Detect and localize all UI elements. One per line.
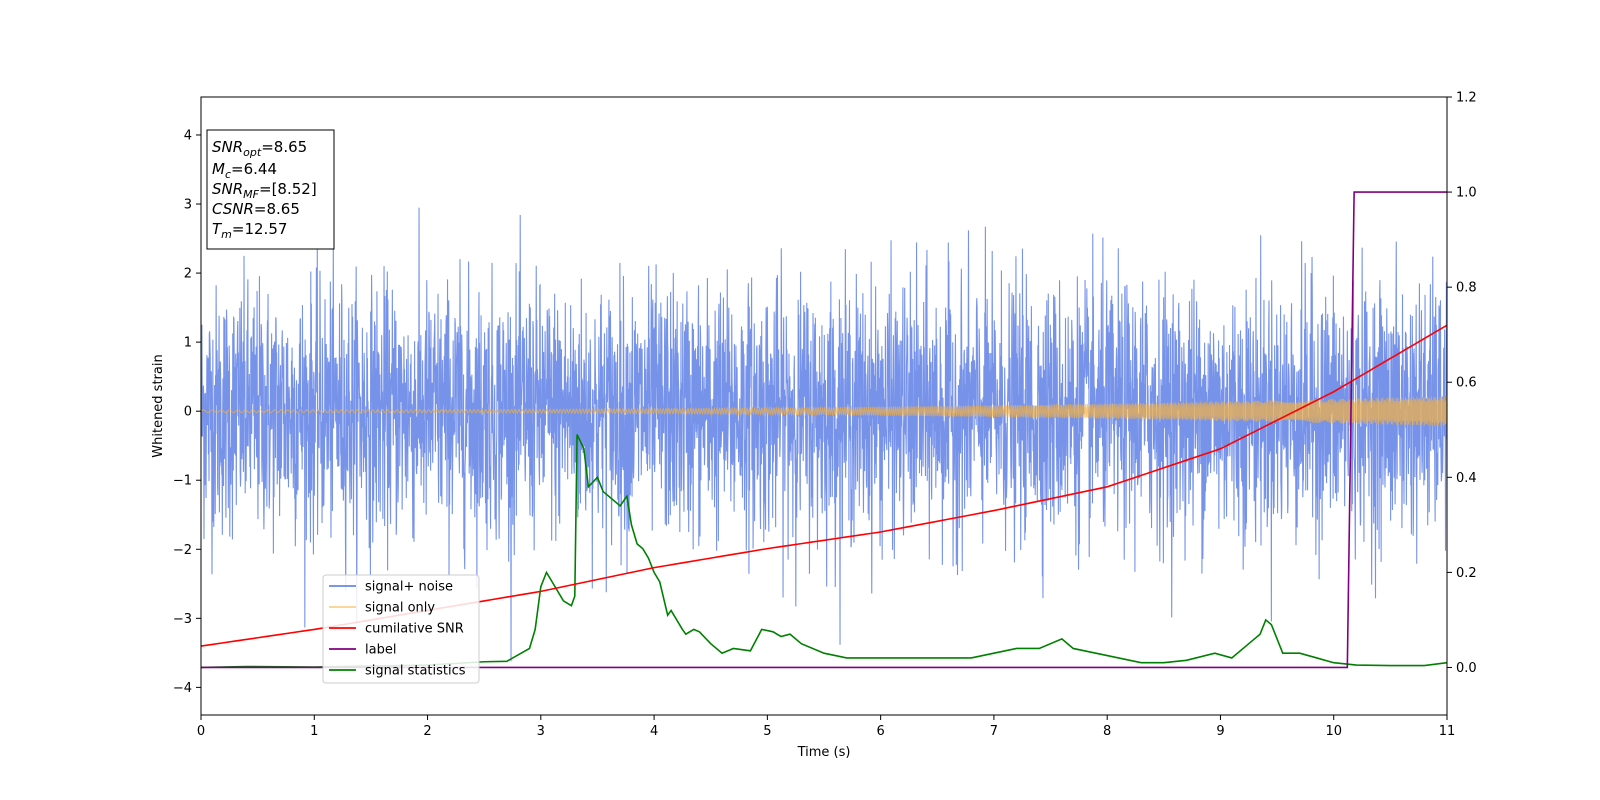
y2-tick-label: 0.2 [1456, 566, 1477, 581]
annotation-line: CSNR=8.65 [212, 200, 300, 218]
y2-tick-label: 1.0 [1456, 186, 1477, 201]
x-tick-label: 7 [990, 724, 998, 739]
y-tick-label: 1 [184, 336, 192, 351]
y-tick-label: 2 [184, 267, 192, 282]
legend-entry: label [365, 643, 396, 658]
legend: signal+ noise signal only cumilative SNR la… [322, 574, 480, 684]
x-axis: 0 1 2 3 4 5 6 7 8 9 10 11 [197, 715, 1455, 739]
y2-tick-label: 0.8 [1456, 281, 1477, 296]
annotation-value: =12.57 [232, 220, 288, 238]
annotation-subscript: opt [243, 146, 262, 159]
annotation-value: =8.65 [261, 138, 307, 156]
y2-tick-label: 1.2 [1456, 91, 1477, 106]
y2-tick-label: 0.4 [1456, 471, 1477, 486]
x-tick-label: 3 [537, 724, 545, 739]
annotation-line: Tm=12.57 [212, 220, 287, 241]
y-axis-left: −4 −3 −2 −1 0 1 2 3 4 [173, 128, 201, 696]
annotation-value: =6.44 [231, 160, 277, 178]
y-tick-label: −1 [173, 474, 192, 489]
x-tick-label: 9 [1216, 724, 1224, 739]
x-tick-label: 2 [423, 724, 431, 739]
legend-entry: signal only [365, 601, 435, 616]
x-tick-label: 6 [876, 724, 884, 739]
x-axis-label: Time (s) [797, 745, 851, 760]
y-tick-label: −3 [173, 612, 192, 627]
annotation-frame [206, 129, 335, 250]
x-tick-label: 11 [1439, 724, 1456, 739]
y2-tick-label: 0.6 [1456, 376, 1477, 391]
y-tick-label: 3 [184, 198, 192, 213]
annotation-subscript: m [221, 228, 232, 241]
annotation-symbol: M [212, 160, 225, 178]
annotation-subscript: c [225, 168, 231, 181]
series-signal-statistics [201, 434, 1447, 669]
legend-entry: cumilative SNR [365, 622, 464, 637]
annotation-symbol: T [212, 220, 223, 238]
annotation-box: SNRopt=8.65Mc=6.44SNRMF=[8.52]CSNR=8.65T… [206, 129, 335, 250]
annotation-line: SNRopt=8.65 [212, 138, 307, 159]
y-tick-label: 0 [184, 405, 192, 420]
annotation-line: SNRMF=[8.52] [212, 180, 317, 201]
series-label [201, 191, 1447, 669]
y-tick-label: 4 [184, 128, 192, 143]
annotation-line: Mc=6.44 [212, 160, 277, 181]
x-tick-label: 5 [763, 724, 771, 739]
annotation-subscript: MF [243, 188, 259, 201]
x-tick-label: 8 [1103, 724, 1111, 739]
x-tick-label: 0 [197, 724, 205, 739]
legend-entry: signal+ noise [365, 580, 453, 595]
y-tick-label: −4 [173, 681, 192, 696]
x-tick-label: 4 [650, 724, 658, 739]
y-axis-right: 0.0 0.2 0.4 0.6 0.8 1.0 1.2 [1447, 91, 1477, 676]
annotation-symbol: SNR [212, 138, 243, 156]
series-signal-only [201, 396, 1447, 427]
annotation-value: =[8.52] [259, 180, 317, 198]
x-tick-label: 1 [310, 724, 318, 739]
x-tick-label: 10 [1325, 724, 1342, 739]
legend-entry: signal statistics [365, 664, 466, 679]
y-axis-label: Whitened strain [151, 354, 166, 457]
plot-frame [200, 96, 1448, 716]
y-tick-label: −2 [173, 543, 192, 558]
annotation-symbol: CSNR [212, 200, 254, 218]
legend-frame [322, 574, 480, 684]
y2-tick-label: 0.0 [1456, 661, 1477, 676]
annotation-symbol: SNR [212, 180, 243, 198]
annotation-value: =8.65 [254, 200, 300, 218]
